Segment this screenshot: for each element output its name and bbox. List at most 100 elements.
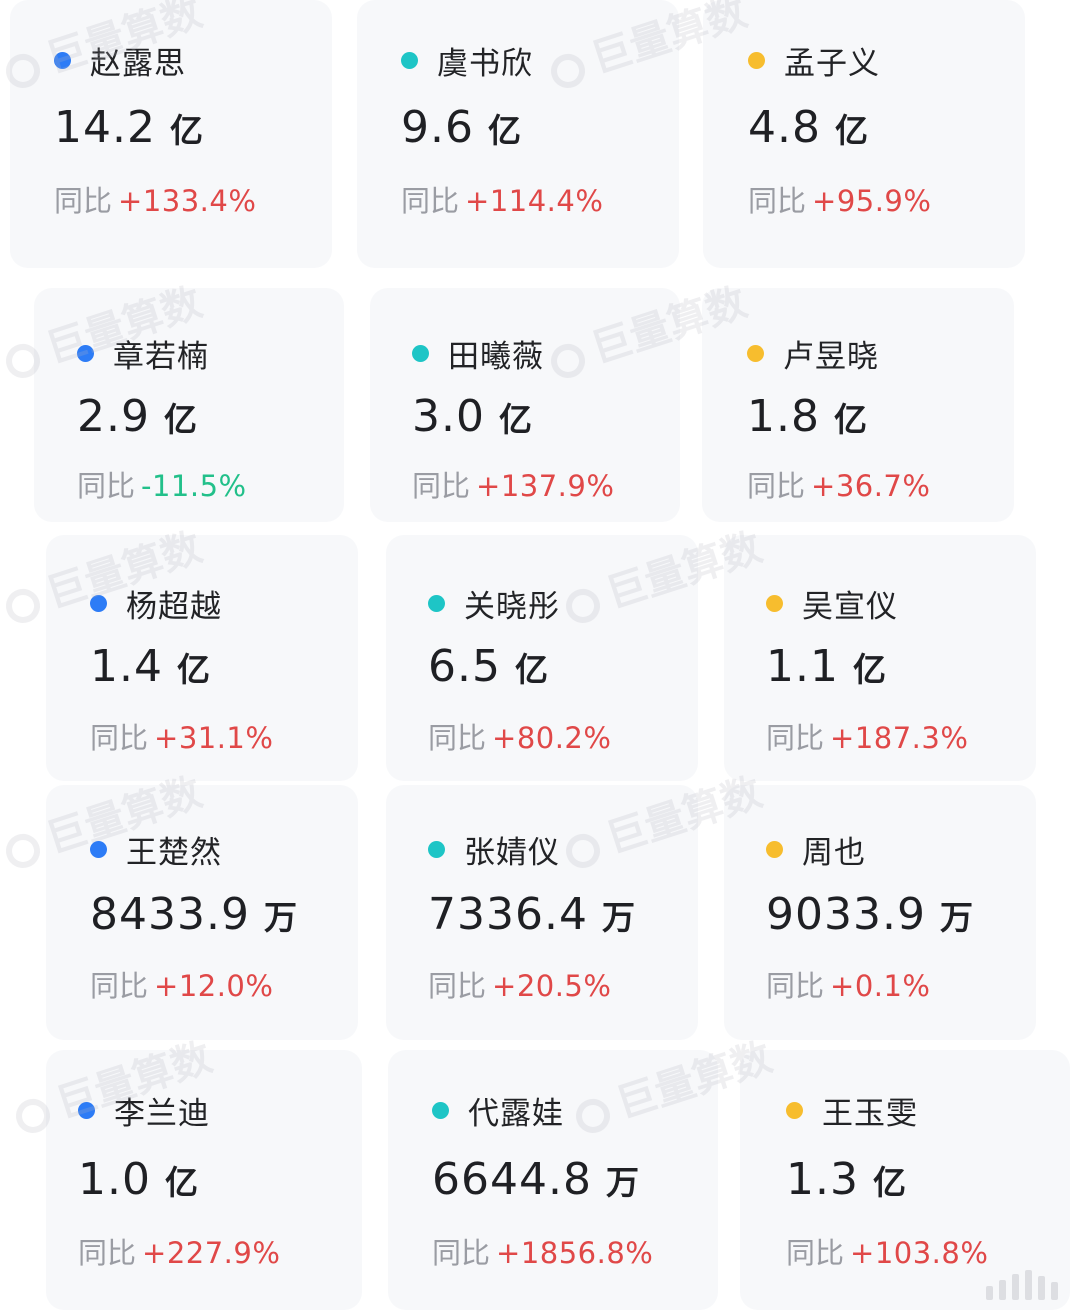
stat-card: 关晓彤 6.5 亿 同比 +80.2% (386, 535, 698, 781)
yoy-label: 同比 (428, 721, 487, 755)
person-name: 虞书欣 (437, 45, 533, 82)
heat-value: 1.1 (766, 641, 839, 692)
yoy-label: 同比 (78, 1236, 137, 1270)
yoy-value: +1856.8% (496, 1236, 654, 1270)
series-dot (766, 840, 783, 858)
series-dot (766, 594, 783, 612)
heat-value: 2.9 (77, 391, 150, 442)
heat-value: 7336.4 (428, 889, 588, 940)
heat-unit: 亿 (834, 111, 868, 150)
person-name: 章若楠 (113, 338, 209, 375)
heat-unit: 万 (605, 1163, 639, 1202)
heat-unit: 亿 (169, 111, 203, 150)
series-dot (77, 344, 94, 362)
series-dot (401, 51, 418, 69)
person-name: 关晓彤 (464, 588, 560, 625)
yoy-value: +12.0% (154, 969, 274, 1003)
yoy-label: 同比 (412, 469, 471, 503)
stat-card: 杨超越 1.4 亿 同比 +31.1% (46, 535, 358, 781)
stat-card: 周也 9033.9 万 同比 +0.1% (724, 785, 1036, 1040)
yoy-label: 同比 (90, 969, 149, 1003)
person-name: 赵露思 (90, 45, 186, 82)
heat-unit: 亿 (833, 400, 867, 439)
heat-unit: 万 (601, 898, 635, 937)
heat-unit: 亿 (163, 400, 197, 439)
stat-card: 代露娃 6644.8 万 同比 +1856.8% (388, 1050, 718, 1310)
series-dot (748, 51, 765, 69)
heat-value: 1.4 (90, 641, 163, 692)
heat-value: 14.2 (54, 102, 156, 153)
yoy-label: 同比 (90, 721, 149, 755)
person-name: 卢昱晓 (783, 338, 879, 375)
stat-card: 张婧仪 7336.4 万 同比 +20.5% (386, 785, 698, 1040)
person-name: 周也 (802, 834, 866, 871)
yoy-value: -11.5% (141, 469, 247, 503)
heat-value: 3.0 (412, 391, 485, 442)
heat-value: 6.5 (428, 641, 501, 692)
yoy-label: 同比 (766, 721, 825, 755)
watermark-logo-icon (1, 829, 45, 873)
yoy-label: 同比 (786, 1236, 845, 1270)
heat-unit: 亿 (852, 650, 886, 689)
stat-card: 章若楠 2.9 亿 同比 -11.5% (34, 288, 344, 522)
heat-unit: 亿 (498, 400, 532, 439)
stat-card: 虞书欣 9.6 亿 同比 +114.4% (357, 0, 679, 268)
series-dot (78, 1101, 95, 1119)
series-dot (90, 594, 107, 612)
yoy-label: 同比 (401, 184, 460, 218)
yoy-label: 同比 (54, 184, 113, 218)
heat-unit: 亿 (487, 111, 521, 150)
yoy-value: +114.4% (465, 184, 604, 218)
yoy-value: +137.9% (476, 469, 615, 503)
stat-card: 李兰迪 1.0 亿 同比 +227.9% (46, 1050, 362, 1310)
series-dot (747, 344, 764, 362)
stat-card: 孟子义 4.8 亿 同比 +95.9% (703, 0, 1025, 268)
stat-card: 吴宣仪 1.1 亿 同比 +187.3% (724, 535, 1036, 781)
series-dot (428, 840, 445, 858)
yoy-label: 同比 (766, 969, 825, 1003)
yoy-value: +227.9% (142, 1236, 281, 1270)
stat-card: 田曦薇 3.0 亿 同比 +137.9% (370, 288, 680, 522)
heat-unit: 万 (939, 898, 973, 937)
person-name: 孟子义 (784, 45, 880, 82)
person-name: 代露娃 (468, 1095, 564, 1132)
yoy-value: +0.1% (830, 969, 931, 1003)
yoy-value: +103.8% (850, 1236, 989, 1270)
yoy-label: 同比 (77, 469, 136, 503)
yoy-label: 同比 (747, 469, 806, 503)
stat-card: 王楚然 8433.9 万 同比 +12.0% (46, 785, 358, 1040)
person-name: 王玉雯 (822, 1095, 918, 1132)
heat-unit: 万 (263, 898, 297, 937)
person-name: 吴宣仪 (802, 588, 898, 625)
series-dot (54, 51, 71, 69)
yoy-value: +20.5% (492, 969, 612, 1003)
yoy-value: +133.4% (118, 184, 257, 218)
yoy-label: 同比 (428, 969, 487, 1003)
stat-card: 卢昱晓 1.8 亿 同比 +36.7% (702, 288, 1014, 522)
yoy-value: +80.2% (492, 721, 612, 755)
heat-unit: 亿 (164, 1163, 198, 1202)
yoy-value: +95.9% (812, 184, 932, 218)
heat-unit: 亿 (872, 1163, 906, 1202)
watermark-logo-icon (1, 584, 45, 628)
heat-value: 1.8 (747, 391, 820, 442)
heat-value: 1.3 (786, 1154, 859, 1205)
yoy-label: 同比 (432, 1236, 491, 1270)
corner-watermark-icon (986, 1270, 1058, 1300)
stat-card: 王玉雯 1.3 亿 同比 +103.8% (740, 1050, 1070, 1310)
heat-value: 9.6 (401, 102, 474, 153)
heat-value: 6644.8 (432, 1154, 592, 1205)
heat-value: 9033.9 (766, 889, 926, 940)
series-dot (412, 344, 429, 362)
yoy-value: +36.7% (811, 469, 931, 503)
heat-value: 8433.9 (90, 889, 250, 940)
series-dot (432, 1101, 449, 1119)
series-dot (786, 1101, 803, 1119)
person-name: 杨超越 (126, 588, 222, 625)
heat-value: 1.0 (78, 1154, 151, 1205)
heat-unit: 亿 (176, 650, 210, 689)
person-name: 田曦薇 (448, 338, 544, 375)
yoy-label: 同比 (748, 184, 807, 218)
series-dot (428, 594, 445, 612)
stat-card: 赵露思 14.2 亿 同比 +133.4% (10, 0, 332, 268)
